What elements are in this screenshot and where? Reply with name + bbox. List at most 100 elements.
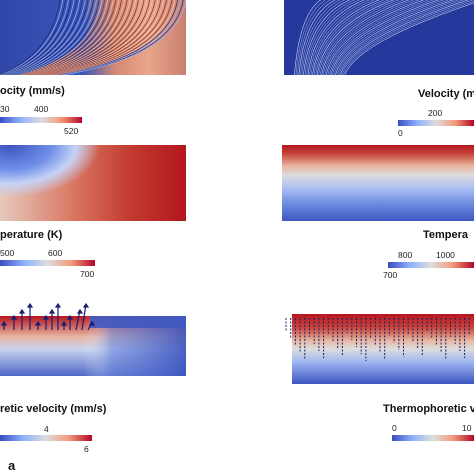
streamline (342, 0, 474, 75)
left-velocity-streamline-plot (0, 0, 186, 75)
streamline (28, 0, 122, 75)
streamline (329, 0, 435, 75)
left-thermo-label: retic velocity (mm/s) (0, 403, 107, 415)
streamline (319, 0, 405, 75)
streamline (312, 0, 380, 75)
streamline (300, 0, 341, 75)
left-temperature-tick-2: 600 (48, 248, 63, 258)
right-temperature-tick-1: 800 (398, 250, 413, 260)
streamline (21, 0, 108, 75)
streamline (38, 0, 142, 75)
left-streamlines (0, 0, 186, 75)
right-temperature-colorbar (388, 262, 474, 268)
streamline (339, 0, 469, 75)
streamline (20, 0, 106, 75)
streamline (15, 0, 97, 75)
right-temperature-tick-2: 1000 (436, 250, 455, 260)
streamline (304, 0, 356, 75)
streamline (43, 0, 153, 75)
panel-letter-a: a (8, 458, 16, 473)
left-thermophoretic-field (0, 296, 186, 376)
vector-arrow (81, 303, 87, 331)
streamline (327, 0, 430, 75)
streamline (45, 0, 156, 75)
streamline (335, 0, 455, 75)
streamline (306, 0, 361, 75)
streamline (313, 0, 385, 75)
right-thermo-tick-1: 10 (462, 423, 472, 433)
streamline (27, 0, 120, 75)
left-temperature-tick-1: 500 (0, 248, 15, 258)
vector-arrowhead (0, 320, 8, 326)
streamline (32, 0, 131, 75)
streamline (323, 0, 415, 75)
right-temperature-tick-min: 700 (383, 270, 398, 280)
streamline (321, 0, 410, 75)
streamline (294, 0, 322, 75)
streamline (1, 0, 69, 75)
streamline (3, 0, 72, 75)
streamline (332, 0, 445, 75)
streamline (36, 0, 139, 75)
streamline (34, 0, 134, 75)
left-velocity-tick-max: 520 (64, 126, 79, 136)
streamline (303, 0, 351, 75)
streamline (31, 0, 128, 75)
streamline (24, 0, 114, 75)
vector-arrowhead (48, 308, 56, 314)
streamline (307, 0, 366, 75)
right-velocity-label: Velocity (m (418, 88, 474, 100)
streamline (14, 0, 94, 75)
right-velocity-streamline-plot (284, 0, 474, 75)
streamline (298, 0, 336, 75)
streamline (12, 0, 92, 75)
streamline (0, 0, 64, 75)
streamline (35, 0, 136, 75)
left-velocity-tick-2: 400 (34, 104, 49, 114)
streamline (60, 0, 186, 75)
streamline (7, 0, 80, 75)
vector-arrowhead (66, 314, 74, 320)
streamline (341, 0, 474, 75)
right-thermo-label: Thermophoretic v (383, 403, 474, 415)
streamline (29, 0, 125, 75)
streamline (330, 0, 440, 75)
vector-arrowhead (10, 314, 18, 320)
streamline (310, 0, 375, 75)
streamline (46, 0, 159, 75)
left-velocity-colorbar (0, 117, 82, 123)
streamline (338, 0, 464, 75)
streamline (336, 0, 460, 75)
streamline (11, 0, 89, 75)
streamline (301, 0, 346, 75)
vector-arrowhead (18, 308, 26, 314)
streamline (25, 0, 117, 75)
streamline (297, 0, 331, 75)
vector-arrowhead (42, 314, 50, 320)
streamline (42, 0, 150, 75)
vector-arrowhead (82, 302, 90, 308)
right-thermo-tick-min: 0 (392, 423, 397, 433)
left-thermo-colorbar (0, 435, 92, 441)
streamline (324, 0, 420, 75)
streamline (315, 0, 390, 75)
right-velocity-tick-1: 200 (428, 108, 443, 118)
streamline (41, 0, 148, 75)
left-temperature-field (0, 145, 186, 221)
streamline (0, 0, 61, 75)
vector-arrowhead (76, 308, 84, 314)
right-thermo-colorbar (392, 435, 474, 441)
right-thermo-svg (285, 314, 474, 384)
right-velocity-colorbar (398, 120, 474, 126)
vector-arrowhead (34, 320, 42, 326)
vector-arrowhead (88, 320, 96, 326)
streamline (326, 0, 425, 75)
streamline (17, 0, 100, 75)
streamline (0, 0, 66, 75)
streamline (39, 0, 145, 75)
vector-arrowhead (54, 302, 62, 308)
right-thermophoretic-field (282, 314, 474, 384)
streamline (344, 2, 474, 75)
streamline (318, 0, 400, 75)
left-temperature-colorbar (0, 260, 95, 266)
